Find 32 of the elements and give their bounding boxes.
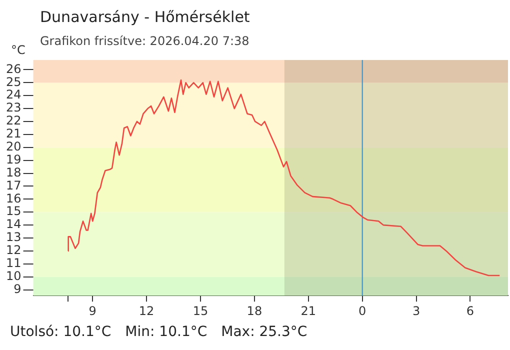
y-tick-label: 11 bbox=[6, 256, 22, 270]
x-tick-label: 18 bbox=[246, 304, 262, 318]
y-tick-label: 17 bbox=[6, 178, 22, 192]
y-tick-label: 22 bbox=[6, 114, 22, 128]
y-tick-label: 16 bbox=[6, 191, 22, 206]
y-axis-title: °C bbox=[11, 43, 26, 57]
y-tick-label: 15 bbox=[6, 204, 22, 218]
chart-title: Dunavarsány - Hőmérséklet bbox=[40, 8, 250, 26]
text: Max: 25.3°C bbox=[221, 324, 308, 340]
chart-subtitle: Grafikon frissítve: 2026.04.20 7:38 bbox=[40, 34, 250, 48]
text: Utolsó: 10.1°C bbox=[10, 324, 112, 340]
y-tick-label: 12 bbox=[6, 243, 22, 258]
y-tick-label: 18 bbox=[6, 165, 22, 180]
x-tick-label: 21 bbox=[300, 304, 316, 318]
x-tick-label: 12 bbox=[138, 304, 154, 318]
y-tick-label: 20 bbox=[6, 140, 22, 154]
y-tick-label: 14 bbox=[6, 217, 22, 232]
y-tick-label: 21 bbox=[6, 126, 22, 141]
y-tick-label: 24 bbox=[6, 88, 22, 102]
y-tick-label: 13 bbox=[6, 230, 22, 244]
x-tick-label: 3 bbox=[412, 304, 420, 318]
x-tick-label: 6 bbox=[466, 304, 474, 318]
y-tick-label: 19 bbox=[6, 152, 22, 166]
x-tick-label: 15 bbox=[192, 304, 208, 318]
y-tick-label: 9 bbox=[14, 282, 22, 296]
x-tick-label: 9 bbox=[88, 304, 96, 318]
text: Min: 10.1°C bbox=[125, 324, 208, 340]
y-tick-label: 25 bbox=[6, 74, 22, 89]
y-tick-label: 23 bbox=[6, 100, 22, 115]
y-tick-label: 10 bbox=[6, 268, 22, 283]
y-tick-label: 26 bbox=[6, 62, 22, 76]
x-tick-label: 0 bbox=[358, 304, 366, 318]
